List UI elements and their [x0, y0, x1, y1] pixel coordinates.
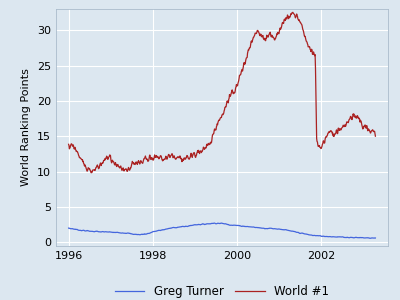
Greg Turner	[245, 225, 250, 228]
Greg Turner	[212, 221, 216, 225]
Y-axis label: World Ranking Points: World Ranking Points	[22, 69, 32, 186]
Greg Turner	[368, 236, 373, 240]
Line: World #1: World #1	[69, 12, 375, 173]
Greg Turner	[299, 231, 304, 235]
World #1	[373, 134, 378, 138]
World #1	[290, 11, 295, 14]
Greg Turner	[253, 226, 258, 229]
World #1	[262, 37, 267, 40]
Greg Turner	[331, 235, 336, 238]
World #1	[89, 171, 94, 175]
Greg Turner	[66, 226, 71, 230]
World #1	[85, 169, 90, 173]
World #1	[331, 133, 336, 136]
Greg Turner	[262, 227, 267, 230]
Greg Turner	[85, 229, 90, 232]
Line: Greg Turner: Greg Turner	[69, 223, 375, 238]
World #1	[66, 142, 71, 146]
World #1	[253, 31, 258, 35]
World #1	[300, 24, 304, 27]
World #1	[245, 56, 250, 59]
Legend: Greg Turner, World #1: Greg Turner, World #1	[110, 280, 334, 300]
Greg Turner	[373, 236, 378, 240]
